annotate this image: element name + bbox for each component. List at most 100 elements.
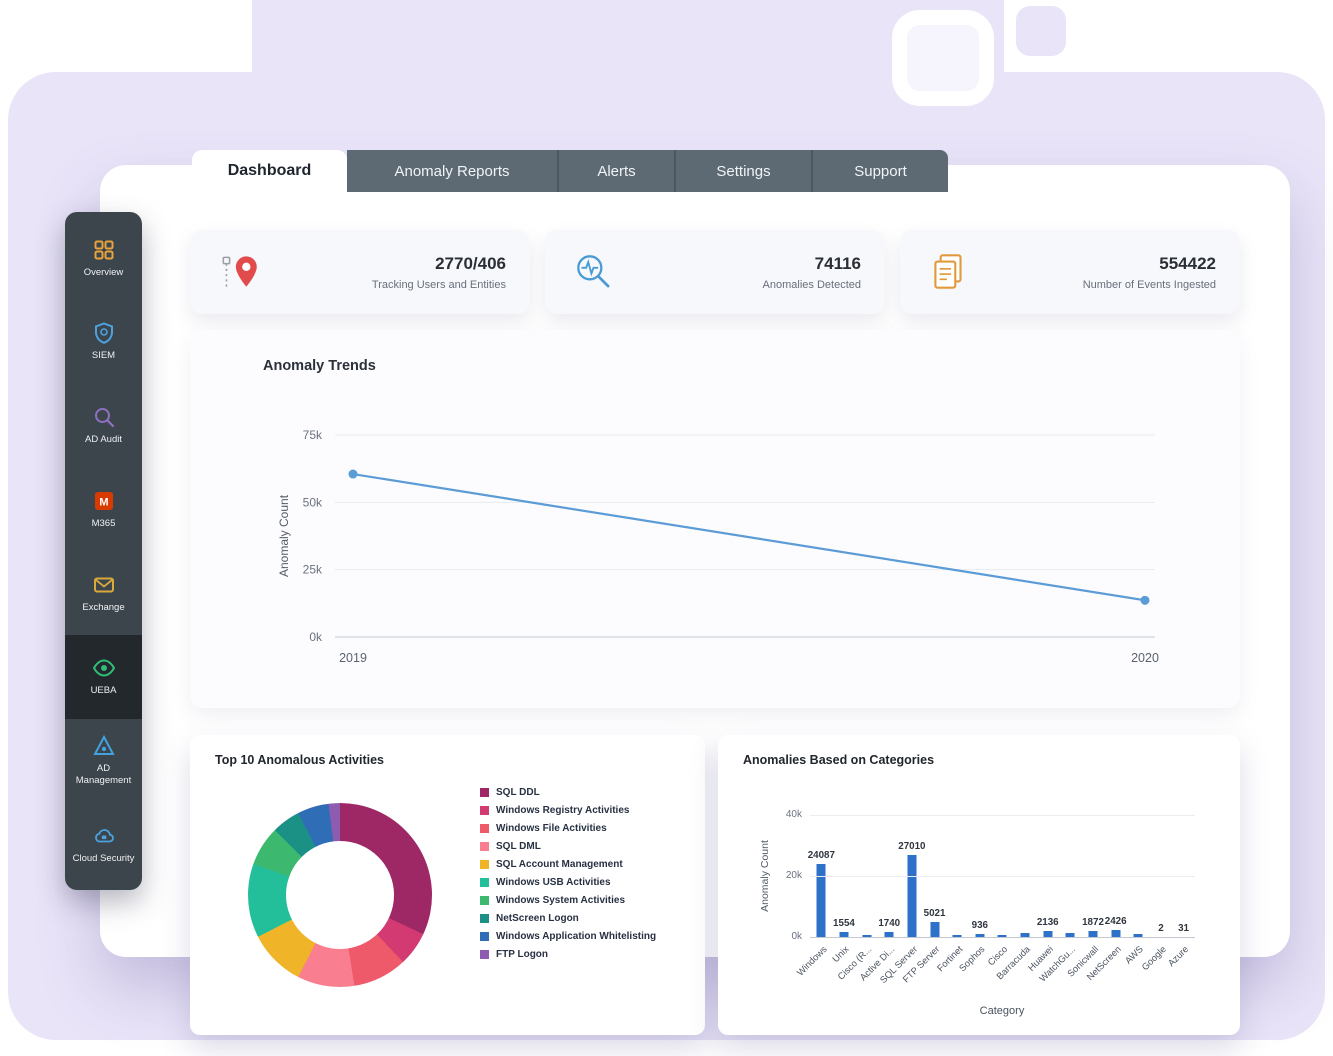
sidebar-item-exchange[interactable]: Exchange: [65, 551, 142, 635]
sidebar-item-label: Overview: [83, 266, 124, 278]
bar: [839, 932, 849, 937]
cloud-lock-icon: [92, 824, 116, 848]
sidebar: Overview SIEM AD Audit M M365 Exchange UEBA AD …: [65, 212, 142, 890]
grid-icon: [92, 238, 116, 262]
bar-column-google: 2 Google: [1140, 815, 1173, 972]
tab-bar: Dashboard Anomaly Reports Alerts Settings Su…: [192, 150, 948, 192]
legend-swatch: [480, 788, 489, 797]
legend-swatch: [480, 806, 489, 815]
stat-value: 554422: [1159, 253, 1216, 273]
stat-value: 74116: [814, 253, 861, 273]
bar-column-windows: 24087 Windows: [795, 815, 835, 978]
sidebar-item-label: SIEM: [91, 350, 116, 362]
stat-card-events[interactable]: 554422 Number of Events Ingested: [900, 230, 1240, 314]
svg-text:75k: 75k: [303, 428, 323, 442]
bar-column-barracuda: Barracuda: [995, 815, 1037, 981]
sidebar-item-m365[interactable]: M M365: [65, 467, 142, 551]
sidebar-item-label: AD Management: [75, 763, 132, 786]
m365-icon: M: [92, 489, 116, 513]
bar: [862, 934, 872, 937]
bar-column-unix: 1554 Unix: [831, 815, 856, 964]
legend-item-windows-usb-activities: Windows USB Activities: [480, 877, 656, 888]
svg-text:Anomaly Count: Anomaly Count: [277, 494, 291, 577]
sidebar-item-label: Exchange: [82, 601, 125, 613]
shield-icon: [92, 321, 116, 345]
legend-item-sql-account-management: SQL Account Management: [480, 859, 656, 870]
tab-support[interactable]: Support: [813, 150, 948, 192]
categories-bar-chart: 24087 Windows 1554 Unix Cisco (R... 1740 Activ…: [795, 815, 1195, 986]
legend-item-windows-system-activities: Windows System Activities: [480, 895, 656, 906]
legend-swatch: [480, 932, 489, 941]
bar-column-netscreen: 2426 NetScreen: [1085, 815, 1127, 983]
tab-dashboard[interactable]: Dashboard: [192, 150, 347, 192]
legend-label: NetScreen Logon: [496, 913, 579, 924]
svg-text:M: M: [99, 496, 108, 508]
legend-label: SQL DDL: [496, 787, 540, 798]
bar: [884, 931, 894, 937]
tab-anomaly-reports[interactable]: Anomaly Reports: [347, 150, 559, 192]
legend-swatch: [480, 896, 489, 905]
bar-column-ftp-server: 5021 FTP Server: [901, 815, 946, 985]
bar-column-sophos: 936 Sophos: [958, 815, 991, 973]
sidebar-item-label: AD Audit: [85, 434, 122, 446]
tab-alerts[interactable]: Alerts: [559, 150, 676, 192]
bar-value-label: 5021: [923, 907, 946, 919]
legend-item-sql-dml: SQL DML: [480, 841, 656, 852]
x-axis-tick: Azure: [1166, 944, 1191, 969]
legend-label: SQL Account Management: [496, 859, 623, 870]
legend-swatch: [480, 860, 489, 869]
stat-label: Anomalies Detected: [762, 278, 861, 291]
stat-card-anomalies[interactable]: 74116 Anomalies Detected: [545, 230, 885, 314]
bar: [997, 934, 1007, 937]
bar-value-label: 1872: [1082, 917, 1104, 929]
bar-value-label: 31: [1178, 922, 1190, 934]
stat-label: Number of Events Ingested: [1082, 278, 1216, 291]
sidebar-item-ad-management[interactable]: AD Management: [65, 719, 142, 803]
decorative-square-small: [1016, 6, 1066, 56]
sidebar-item-overview[interactable]: Overview: [65, 216, 142, 300]
bar-column-active-di: 1740 Active Di...: [858, 815, 901, 983]
bar: [816, 863, 826, 937]
legend-swatch: [480, 914, 489, 923]
legend-swatch: [480, 950, 489, 959]
bar-value-label: 2136: [1036, 916, 1059, 928]
anomaly-trends-line-chart: 0k 25k 50k 75k 2019 2020 Anomaly Count: [190, 390, 1240, 700]
tab-settings[interactable]: Settings: [676, 150, 813, 192]
x-axis-tick: Windows: [794, 944, 829, 978]
background-top-strip: [252, 0, 1004, 140]
anomaly-trends-card: Anomaly Trends 0k 25k 50k 75k 2019 2020 Anomal…: [190, 330, 1240, 708]
legend-item-netscreen-logon: NetScreen Logon: [480, 913, 656, 924]
legend-swatch: [480, 842, 489, 851]
legend-item-windows-application-whitelisting: Windows Application Whitelisting: [480, 931, 656, 942]
categories-card: Anomalies Based on Categories Anomaly Co…: [718, 735, 1240, 1035]
gridline: [810, 876, 1195, 877]
bar: [1133, 934, 1143, 937]
sidebar-item-ad-audit[interactable]: AD Audit: [65, 384, 142, 468]
y-axis-tick: 40k: [785, 809, 802, 820]
bar: [1088, 931, 1098, 937]
stat-value: 2770/406: [435, 253, 506, 273]
legend-label: Windows USB Activities: [496, 877, 611, 888]
sidebar-item-siem[interactable]: SIEM: [65, 300, 142, 384]
events-documents-icon: [926, 249, 972, 295]
envelope-icon: [92, 573, 116, 597]
bar: [907, 854, 917, 937]
sidebar-item-ueba[interactable]: UEBA: [65, 634, 142, 719]
donut-legend: SQL DDL Windows Registry Activities Window…: [480, 787, 656, 960]
bar-value-label: 2: [1158, 923, 1164, 934]
sidebar-item-label: UEBA: [90, 685, 117, 697]
bar-value-label: 1740: [878, 917, 901, 929]
ad-management-icon: [92, 734, 116, 758]
bar-value-label: 27010: [898, 840, 926, 852]
sidebar-item-cloud-security[interactable]: Cloud Security: [65, 802, 142, 886]
stat-card-tracking[interactable]: 2770/406 Tracking Users and Entities: [190, 230, 530, 314]
legend-label: FTP Logon: [496, 949, 549, 960]
legend-label: Windows File Activities: [496, 823, 607, 834]
bar-value-label: 936: [971, 920, 988, 932]
eye-icon: [92, 656, 116, 680]
svg-text:25k: 25k: [303, 563, 323, 577]
x-axis-tick: Google: [1139, 944, 1169, 973]
bar-column-fortinet: Fortinet: [935, 815, 969, 973]
stat-label: Tracking Users and Entities: [371, 278, 506, 291]
bar-column-cisco-r: Cisco (R...: [836, 815, 878, 982]
